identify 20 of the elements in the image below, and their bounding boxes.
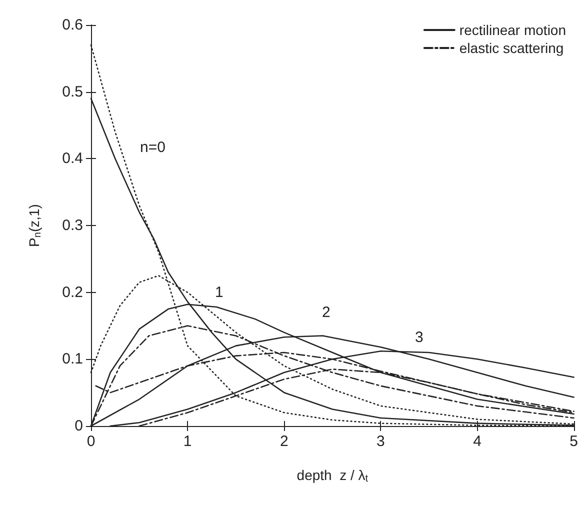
y-tick-label: 0.4 <box>62 150 83 168</box>
x-tick-label: 1 <box>183 433 192 450</box>
y-axis-title: Pn(z,1) <box>26 204 44 247</box>
annotation: n=0 <box>140 139 166 156</box>
y-tick-label: 0.3 <box>62 217 83 234</box>
annotation: 1 <box>215 284 224 301</box>
y-tick-label: 0.1 <box>62 350 83 368</box>
y-tick-label: 0.5 <box>62 83 83 100</box>
x-tick-label: 5 <box>570 433 578 450</box>
annotation: 3 <box>415 329 424 346</box>
y-tick-label: 0 <box>74 418 83 434</box>
annotation: 2 <box>322 304 330 321</box>
legend-label: elastic scattering <box>459 40 564 56</box>
y-tick-label: 0.2 <box>62 284 83 301</box>
legend-label: rectilinear motion <box>459 22 566 38</box>
x-tick-label: 2 <box>280 433 288 450</box>
y-tick-label: 0.6 <box>62 16 83 34</box>
x-tick-label: 0 <box>86 433 96 450</box>
x-tick-label: 3 <box>376 433 385 450</box>
x-tick-label: 4 <box>473 433 482 450</box>
